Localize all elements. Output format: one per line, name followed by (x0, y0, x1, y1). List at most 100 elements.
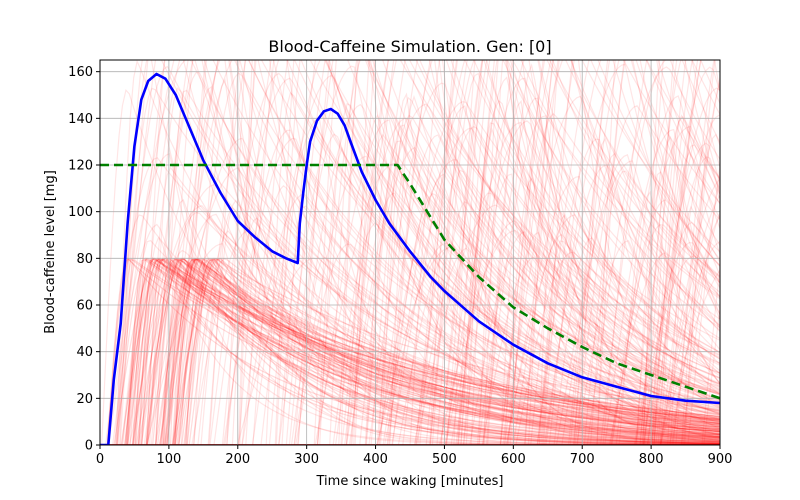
population-curve (226, 60, 720, 445)
population-curve (515, 251, 720, 445)
population-curve (653, 60, 720, 445)
population-curve (145, 166, 720, 445)
y-tick-label: 160 (68, 65, 93, 80)
population-curve (402, 105, 720, 445)
x-axis-label: Time since waking [minutes] (316, 474, 504, 489)
population-curve (177, 257, 720, 445)
population-curve (172, 258, 720, 445)
population-curve (576, 239, 720, 445)
population-curve (193, 77, 720, 445)
y-axis: 0 20 40 60 80 100 120 140 160 (68, 65, 100, 454)
population-curve (509, 60, 720, 445)
population-curve (125, 60, 720, 445)
population-curve (502, 60, 720, 445)
population-curve (344, 60, 720, 445)
population-curve (131, 60, 720, 445)
population-curve (650, 60, 693, 445)
population-curve (274, 60, 720, 445)
population-curve (149, 86, 720, 445)
population-curve (500, 63, 720, 445)
population-curve (155, 258, 720, 445)
population-curve (414, 125, 720, 445)
population-curve (207, 199, 720, 445)
population-curve (138, 256, 720, 445)
population-curve (577, 60, 720, 445)
population-curve (129, 205, 720, 445)
population-curve (483, 115, 720, 445)
population-curve (150, 71, 720, 445)
population-curve (653, 60, 702, 445)
population-curve (660, 114, 720, 445)
y-tick-label: 40 (76, 345, 93, 360)
population-curve (641, 60, 720, 445)
population-curve (114, 60, 720, 445)
population-curve (460, 60, 720, 445)
population-curve (135, 258, 720, 445)
x-tick-label: 500 (432, 452, 457, 467)
population-curve (503, 95, 720, 445)
population-curve (237, 257, 720, 445)
population-curve (453, 60, 720, 445)
population-curve (164, 257, 720, 445)
population-curve (335, 117, 720, 445)
population-curve (610, 125, 720, 445)
population-curve (413, 247, 720, 445)
population-curve (165, 258, 720, 445)
population-curve (469, 230, 720, 445)
population-curve (376, 247, 720, 445)
population-curve (278, 65, 720, 445)
population-curve (615, 95, 720, 445)
population-curve (278, 60, 720, 445)
population-curve (445, 220, 720, 445)
population-curve (499, 60, 720, 445)
population-curve (639, 253, 720, 445)
population-curve (314, 162, 720, 445)
population-curve (530, 60, 720, 445)
population-curve (527, 60, 720, 445)
x-tick-label: 200 (225, 452, 250, 467)
population-curve (155, 257, 720, 445)
population-curve (239, 60, 720, 445)
population-curve (208, 60, 720, 445)
population-curve (143, 249, 720, 445)
series-layer (100, 72, 720, 445)
population-curve (681, 174, 720, 445)
population-curve (478, 60, 720, 445)
population-curve (642, 60, 720, 445)
population-curve (293, 60, 720, 445)
population-curve (185, 257, 720, 445)
population-curve (429, 60, 720, 445)
population-curve (505, 214, 720, 445)
population-curve (348, 146, 720, 445)
population-curve (639, 60, 678, 445)
population-curve (105, 157, 720, 445)
y-tick-label: 60 (76, 299, 93, 314)
population-curve (178, 257, 720, 445)
population-curve (123, 257, 720, 445)
population-curve (158, 167, 720, 445)
population-curve (643, 60, 720, 445)
population-curve (191, 230, 720, 445)
y-tick-label: 140 (68, 112, 93, 127)
population-curve (116, 257, 720, 445)
population-curve (112, 60, 720, 445)
population-curve (675, 60, 715, 445)
population-curve (332, 222, 720, 445)
population-curve (107, 258, 720, 445)
population-curve (353, 60, 720, 445)
population-curve (672, 75, 720, 445)
population-curve (129, 257, 720, 445)
population-curve (660, 268, 720, 445)
population-curve (146, 257, 720, 445)
population-curve (159, 257, 720, 445)
population-curve (596, 60, 720, 445)
population-curve (268, 60, 720, 445)
population-curve (245, 60, 720, 445)
x-tick-label: 0 (96, 452, 104, 467)
population-curve (569, 60, 720, 445)
population-curve (536, 138, 720, 445)
population-curve (465, 122, 720, 445)
population-curve (512, 233, 720, 445)
x-axis: 0 100 200 300 400 500 600 700 800 900 (96, 445, 732, 467)
population-curve (507, 112, 720, 445)
